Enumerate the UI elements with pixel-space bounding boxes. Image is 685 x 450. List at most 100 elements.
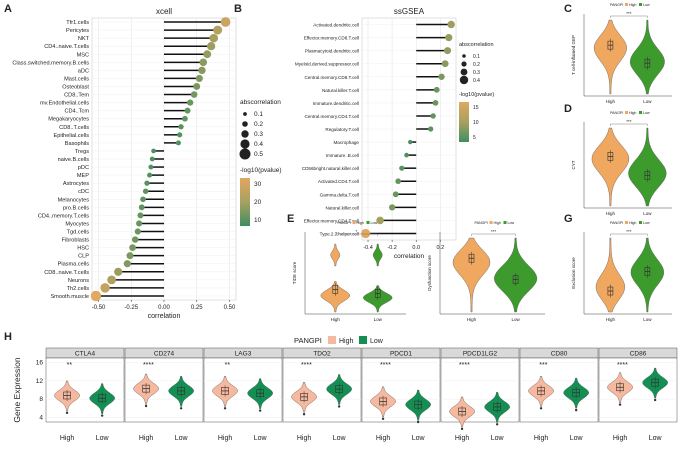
lollipop-point bbox=[184, 107, 191, 114]
category-label: Astrocytes bbox=[63, 181, 89, 187]
significance-bracket bbox=[610, 15, 648, 18]
size-legend-key bbox=[462, 54, 466, 58]
y-tick-label: 16 bbox=[36, 360, 44, 367]
violin-chart-D: CYT PANGPI High Low *** High Low bbox=[571, 111, 672, 216]
y-axis-label: CYT bbox=[571, 160, 576, 169]
legend-label: High bbox=[494, 221, 501, 225]
lollipop-point bbox=[142, 188, 149, 194]
category-label: Effector.memory.CD8.T.cell bbox=[304, 36, 359, 41]
legend-label: Low bbox=[508, 221, 515, 225]
category-label: NKT bbox=[78, 36, 90, 42]
x-tick-label: High bbox=[331, 317, 341, 322]
lollipop-point bbox=[136, 220, 143, 227]
lollipop-point bbox=[444, 47, 452, 55]
facet-CTLA4: CTLA4** High Low bbox=[45, 347, 125, 442]
lollipop-point bbox=[190, 91, 198, 98]
violin-chart-E: TIDE score PANGPI High Low * High Low bbox=[292, 221, 406, 322]
size-legend-label: 0.5 bbox=[254, 151, 263, 158]
category-label: Osteoblast bbox=[62, 84, 89, 90]
category-label: Tgd.cells bbox=[67, 230, 90, 236]
lollipop-point bbox=[126, 252, 134, 260]
lollipop-point bbox=[198, 66, 206, 75]
violin-body bbox=[595, 237, 626, 313]
size-legend-key bbox=[243, 112, 247, 116]
x-tick-label: Low bbox=[175, 435, 189, 442]
lollipop-point bbox=[445, 33, 453, 42]
lollipop-point bbox=[438, 73, 445, 80]
category-label: Immature..B.cell bbox=[326, 153, 359, 158]
size-legend-label: 0.4 bbox=[254, 141, 263, 148]
category-label: CLP bbox=[78, 254, 89, 260]
x-tick-label: Low bbox=[96, 435, 110, 442]
violin-body bbox=[593, 19, 627, 95]
facet-CD274: CD274**** High Low bbox=[124, 347, 204, 442]
panel-label-C: C bbox=[564, 3, 572, 15]
lollipop-point bbox=[430, 113, 436, 119]
category-label: Effector.memory.CD4.T.cell bbox=[304, 218, 359, 223]
x-tick-label: -0.25 bbox=[124, 305, 138, 311]
significance-label: **** bbox=[380, 362, 391, 369]
y-axis-label: T cell-inflamed GEP bbox=[571, 35, 576, 75]
size-legend-label: 0.3 bbox=[254, 131, 263, 138]
lollipop-point bbox=[90, 290, 102, 302]
category-label: CD4..memory.T.cells bbox=[38, 213, 89, 219]
lollipop-point bbox=[220, 17, 231, 27]
lollipop-point bbox=[131, 236, 139, 243]
x-tick-label: Low bbox=[643, 317, 652, 322]
facet-PDCD1LG2: PDCD1LG2 **** High Low bbox=[440, 347, 520, 442]
x-tick-label: 0.00 bbox=[158, 305, 170, 311]
legend-label: Low bbox=[643, 221, 650, 225]
legend-key bbox=[639, 111, 642, 114]
lollipop-point bbox=[107, 275, 117, 285]
category-label: Myocytes bbox=[65, 221, 89, 227]
lollipop-point bbox=[213, 25, 223, 35]
lollipop-point bbox=[428, 126, 434, 132]
lollipop-point bbox=[433, 86, 440, 93]
category-label: Neurons bbox=[68, 278, 89, 284]
lollipop-point bbox=[404, 152, 409, 158]
category-label: CD4..naive.T.cells bbox=[44, 44, 89, 50]
violin-body bbox=[591, 127, 629, 207]
size-legend-title: abscorrelation bbox=[459, 42, 494, 48]
significance-label: ** bbox=[225, 362, 231, 369]
legend-label: Low bbox=[643, 111, 650, 115]
facet-TDO2: TDO2**** High Low bbox=[282, 347, 362, 442]
legend-title: PANGPI bbox=[610, 3, 623, 7]
outlier-point bbox=[495, 423, 499, 426]
size-legend-key bbox=[239, 148, 251, 160]
outlier-point bbox=[539, 407, 543, 410]
category-label: Epithelial.cells bbox=[54, 133, 90, 139]
color-legend-label: 10 bbox=[473, 120, 479, 126]
x-tick-label: -0.4 bbox=[363, 245, 372, 251]
category-label: Megakaryocytes bbox=[48, 117, 89, 123]
x-tick-label: High bbox=[376, 435, 391, 442]
legend-label: High bbox=[357, 221, 364, 225]
lollipop-point bbox=[395, 178, 401, 185]
panel-label-G: G bbox=[564, 213, 573, 225]
x-tick-label: 0.25 bbox=[191, 305, 203, 311]
violin-body bbox=[452, 237, 491, 313]
category-label: Tregs bbox=[75, 149, 89, 155]
color-legend-label: 10 bbox=[254, 217, 262, 224]
lollipop-point bbox=[408, 139, 413, 145]
outlier-point bbox=[144, 404, 148, 408]
chart-title: xcell bbox=[156, 7, 172, 16]
facet-title: PDCD1 bbox=[390, 351, 412, 358]
category-label: CD8..T.cells bbox=[59, 125, 89, 131]
significance-label: *** bbox=[626, 11, 632, 16]
lollipop-point bbox=[392, 191, 399, 198]
category-label: Gamma.delta.T.cell bbox=[320, 192, 359, 197]
lollipop-point bbox=[447, 20, 455, 29]
color-legend-label: 20 bbox=[254, 199, 262, 206]
legend-key bbox=[366, 221, 370, 224]
lollipop-point bbox=[177, 132, 183, 138]
legend-key bbox=[359, 336, 367, 344]
color-legend-label: 5 bbox=[473, 135, 476, 141]
lollipop-chart-A: xcell -0.50 -0.25 0.00 0.25 0.50 correlation Tf… bbox=[12, 7, 281, 320]
x-tick-label: High bbox=[218, 435, 233, 442]
category-label: Plasma.cells bbox=[58, 262, 90, 268]
legend-key bbox=[328, 336, 336, 344]
lollipop-chart-B: ssGSEA -0.4 -0.2 0.0 0.2 correlation Activated… bbox=[295, 7, 494, 260]
chart-title: ssGSEA bbox=[394, 7, 425, 16]
category-label: CD8..naive.T.cells bbox=[44, 270, 89, 276]
